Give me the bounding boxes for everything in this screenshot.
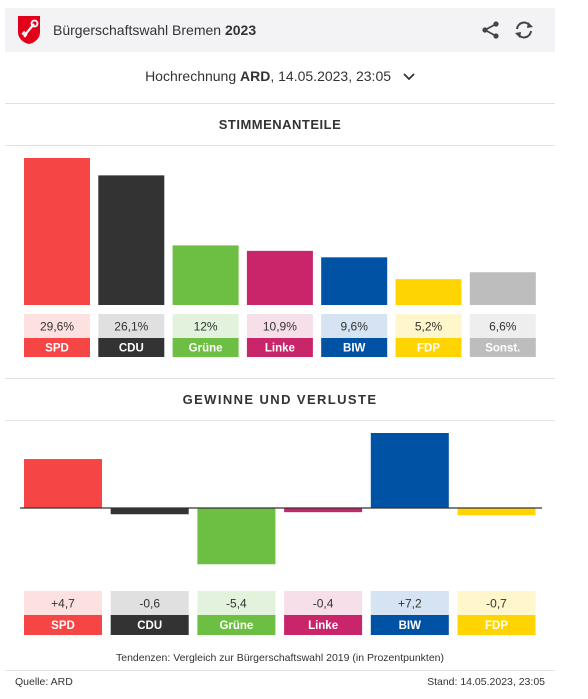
party-box-biw [370, 615, 449, 635]
party-label-grüne: Grüne [189, 343, 223, 355]
party-label-spd: SPD [45, 343, 69, 355]
value-box-spd [24, 591, 102, 615]
party-label-cdu: CDU [137, 620, 162, 632]
bar-fdp [457, 508, 536, 516]
header-bar: Bürgerschaftswahl Bremen 2023 [5, 8, 555, 52]
bremen-key-crest-icon [18, 16, 40, 44]
value-label-linke: -0,4 [313, 597, 334, 611]
value-label-biw: +7,2 [398, 597, 422, 611]
divider [5, 103, 555, 104]
bar-cdu [110, 508, 189, 515]
party-label-cdu: CDU [119, 343, 144, 355]
value-label-sonst: 6,6% [489, 320, 517, 334]
bar-spd [24, 459, 102, 508]
value-label-fdp: 5,2% [415, 320, 443, 334]
value-box-linke [284, 591, 363, 615]
value-label-grüne: 12% [194, 320, 218, 334]
stand-label: Stand: 14.05.2023, 23:05 [427, 676, 545, 688]
value-label-fdp: -0,7 [486, 597, 507, 611]
source-label: Quelle: ARD [15, 676, 73, 688]
party-label-linke: Linke [308, 620, 338, 632]
value-box-fdp [457, 591, 536, 615]
share-icon[interactable] [480, 19, 502, 41]
bar-linke [284, 508, 363, 513]
party-label-linke: Linke [265, 343, 295, 355]
divider [5, 420, 555, 421]
selector-source: ARD [240, 68, 271, 84]
party-box-grüne [172, 338, 239, 357]
bar-cdu [98, 175, 165, 305]
bar-biw [370, 433, 449, 508]
party-label-biw: BIW [399, 620, 422, 632]
value-box-fdp [395, 314, 462, 338]
section-title-gewinne-verluste: GEWINNE UND VERLUSTE [182, 392, 378, 407]
party-box-cdu [110, 615, 189, 635]
value-box-grüne [172, 314, 239, 338]
party-label-fdp: FDP [485, 620, 508, 632]
value-label-cdu: -0,6 [139, 597, 160, 611]
chevron-down-icon[interactable] [403, 73, 415, 81]
value-label-spd: +4,7 [51, 597, 75, 611]
value-box-grüne [197, 591, 276, 615]
value-box-spd [24, 314, 90, 338]
bar-linke [246, 250, 313, 305]
party-box-spd [24, 338, 90, 357]
party-box-sonst [469, 338, 536, 357]
value-label-cdu: 26,1% [114, 320, 148, 334]
divider [5, 378, 555, 379]
party-box-linke [284, 615, 363, 635]
divider [5, 670, 555, 671]
section-title-stimmenanteile: STIMMENANTEILE [218, 117, 342, 132]
value-box-biw [370, 591, 449, 615]
value-box-sonst [469, 314, 536, 338]
party-box-fdp [395, 338, 462, 357]
bar-fdp [395, 279, 462, 305]
value-label-spd: 29,6% [40, 320, 74, 334]
party-label-grüne: Grüne [219, 620, 253, 632]
forecast-selector[interactable]: Hochrechnung ARD, 14.05.2023, 23:05 [0, 68, 560, 84]
party-label-fdp: FDP [417, 343, 440, 355]
value-box-linke [246, 314, 313, 338]
party-box-fdp [457, 615, 536, 635]
bar-biw [321, 257, 388, 305]
value-label-grüne: -5,4 [226, 597, 247, 611]
selector-suffix: , 14.05.2023, 23:05 [270, 68, 392, 84]
bar-grüne [172, 245, 239, 305]
divider [5, 145, 555, 146]
app-title: Bürgerschaftswahl Bremen 2023 [53, 22, 256, 38]
value-label-biw: 9,6% [341, 320, 369, 334]
value-label-linke: 10,9% [263, 320, 297, 334]
party-label-sonst: Sonst. [485, 343, 520, 355]
refresh-icon[interactable] [513, 19, 535, 41]
value-box-biw [321, 314, 388, 338]
bar-spd [24, 157, 90, 305]
title-year: 2023 [224, 22, 257, 38]
selector-prefix: Hochrechnung [145, 68, 237, 84]
footnote: Tendenzen: Vergleich zur Bürgerschaftswa… [115, 652, 445, 664]
value-box-cdu [110, 591, 189, 615]
party-label-biw: BIW [343, 343, 366, 355]
gains-losses-chart: +4,7 SPD -0,6 CDU -5,4 Grüne -0,4 Linke +7,2 BIW -… [20, 433, 542, 635]
title-main: Bürgerschaftswahl Bremen [53, 22, 222, 38]
bar-sonst [469, 272, 536, 305]
party-box-linke [246, 338, 313, 357]
party-label-spd: SPD [51, 620, 75, 632]
vote-share-chart: 29,6% SPD 26,1% CDU 12% Grüne 10,9% Linke 9,6% BI… [24, 157, 536, 357]
party-box-spd [24, 615, 102, 635]
party-box-cdu [98, 338, 165, 357]
value-box-cdu [98, 314, 165, 338]
party-box-grüne [197, 615, 276, 635]
party-box-biw [321, 338, 388, 357]
bar-grüne [197, 508, 276, 565]
